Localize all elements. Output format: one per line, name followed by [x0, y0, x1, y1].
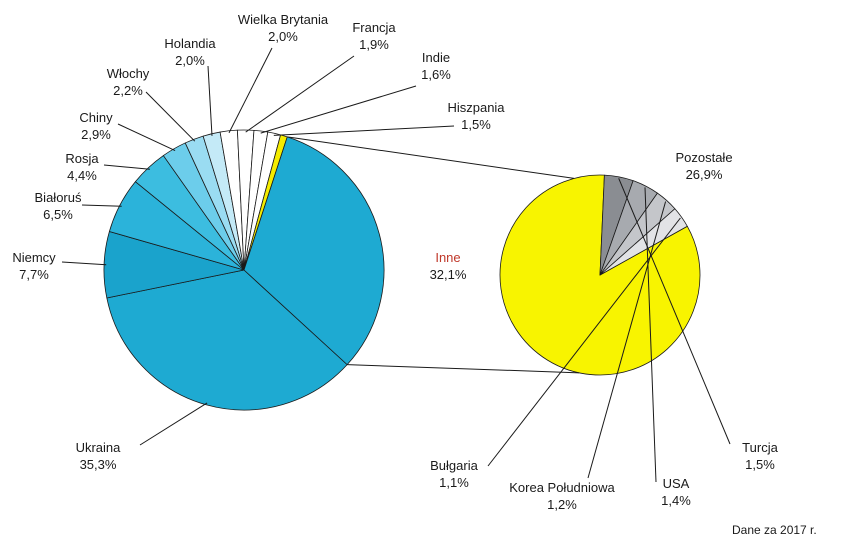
detail-value-usa: 1,4% [661, 493, 691, 508]
data-year-note: Dane za 2017 r. [732, 523, 817, 537]
main-leader-ukraina [139, 402, 208, 446]
main-leader-niemcy [61, 261, 107, 266]
main-value-francja: 1,9% [359, 37, 389, 52]
main-label-ukraina: Ukraina [76, 440, 122, 455]
slice-labels: Ukraina 35,3% Niemcy 7,7% Białoruś 6,5% Rosja 4… [12, 12, 778, 512]
main-leader-rosja [103, 164, 150, 170]
detail-leader-turcja [618, 178, 731, 445]
detail-leader-korea-poludniowa [587, 201, 667, 479]
main-slice-inne [243, 136, 385, 366]
main-leader-francja [245, 55, 355, 133]
main-value-hiszpania: 1,5% [461, 117, 491, 132]
main-value-wlochy: 2,2% [113, 83, 143, 98]
main-leader-chiny [117, 123, 176, 152]
main-label-indie: Indie [422, 50, 450, 65]
main-pie [103, 129, 385, 411]
connector-line-top [287, 136, 575, 179]
main-leader-holandia [207, 65, 213, 136]
main-slice-ukraina [106, 269, 348, 411]
main-label-inne: Inne [435, 250, 460, 265]
main-label-bialorus: Białoruś [35, 190, 82, 205]
main-leader-wielka-brytania [228, 47, 273, 134]
detail-value-korea-poludniowa: 1,2% [547, 497, 577, 512]
detail-label-turcja: Turcja [742, 440, 778, 455]
leader-lines [61, 47, 731, 483]
main-leader-bialorus [81, 204, 122, 207]
main-value-holandia: 2,0% [175, 53, 205, 68]
main-value-bialorus: 6,5% [43, 207, 73, 222]
main-label-holandia: Holandia [164, 36, 216, 51]
detail-label-bulgaria: Bułgaria [430, 458, 478, 473]
main-label-niemcy: Niemcy [12, 250, 56, 265]
detail-leader-bulgaria [487, 217, 681, 467]
main-value-inne: 32,1% [430, 267, 467, 282]
detail-label-korea-poludniowa: Korea Południowa [509, 480, 615, 495]
detail-pie [499, 174, 701, 376]
main-value-indie: 1,6% [421, 67, 451, 82]
main-label-rosja: Rosja [65, 151, 99, 166]
detail-label-usa: USA [663, 476, 690, 491]
main-leader-hiszpania [273, 125, 455, 136]
main-value-ukraina: 35,3% [80, 457, 117, 472]
detail-value-pozostale: 26,9% [686, 167, 723, 182]
main-label-wlochy: Włochy [107, 66, 150, 81]
detail-value-turcja: 1,5% [745, 457, 775, 472]
detail-label-pozostale: Pozostałe [675, 150, 732, 165]
main-value-rosja: 4,4% [67, 168, 97, 183]
main-label-hiszpania: Hiszpania [447, 100, 505, 115]
main-label-francja: Francja [352, 20, 396, 35]
detail-leader-usa [644, 187, 657, 483]
connector-line-bottom [347, 364, 580, 374]
main-label-wielka-brytania: Wielka Brytania [238, 12, 329, 27]
main-value-chiny: 2,9% [81, 127, 111, 142]
main-value-wielka-brytania: 2,0% [268, 29, 298, 44]
detail-value-bulgaria: 1,1% [439, 475, 469, 490]
connector-lines [287, 136, 580, 374]
detail-slice-bulgaria [599, 208, 688, 276]
main-value-niemcy: 7,7% [19, 267, 49, 282]
main-leader-indie [260, 85, 417, 134]
main-label-chiny: Chiny [79, 110, 113, 125]
main-leader-wlochy [145, 91, 196, 142]
